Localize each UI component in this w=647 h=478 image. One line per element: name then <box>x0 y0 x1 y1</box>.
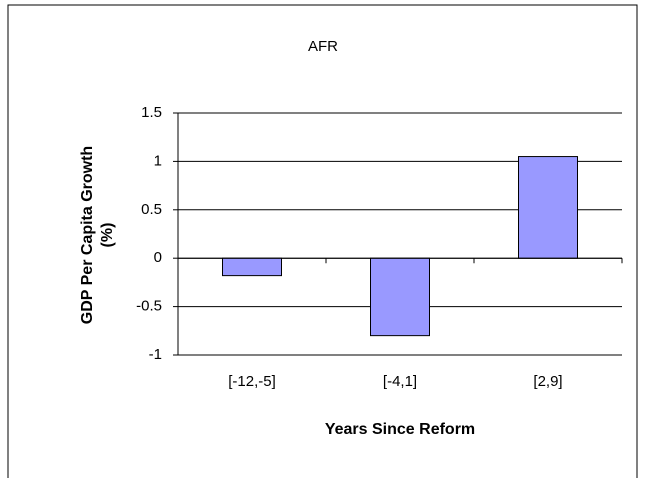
y-tick-label: 1.5 <box>141 104 162 121</box>
bar <box>518 156 578 259</box>
bar <box>370 257 430 337</box>
x-tick-label: [2,9] <box>533 373 562 390</box>
y-tick-label: -1 <box>149 346 162 363</box>
x-tick-label: [-12,-5] <box>228 373 276 390</box>
x-tick-label: [-4,1] <box>383 373 417 390</box>
bar <box>222 257 282 277</box>
y-axis-title-line: (%) <box>99 223 116 248</box>
y-tick-label: -0.5 <box>136 298 162 315</box>
y-axis-title: GDP Per Capita Growth (%) <box>79 146 116 324</box>
y-axis-title-line: GDP Per Capita Growth <box>79 146 96 324</box>
x-axis-title: Years Since Reform <box>325 421 475 438</box>
chart-title: AFR <box>308 38 338 55</box>
y-tick-label: 1 <box>154 152 162 169</box>
y-tick-label: 0.5 <box>141 201 162 218</box>
y-tick-label: 0 <box>154 249 162 266</box>
